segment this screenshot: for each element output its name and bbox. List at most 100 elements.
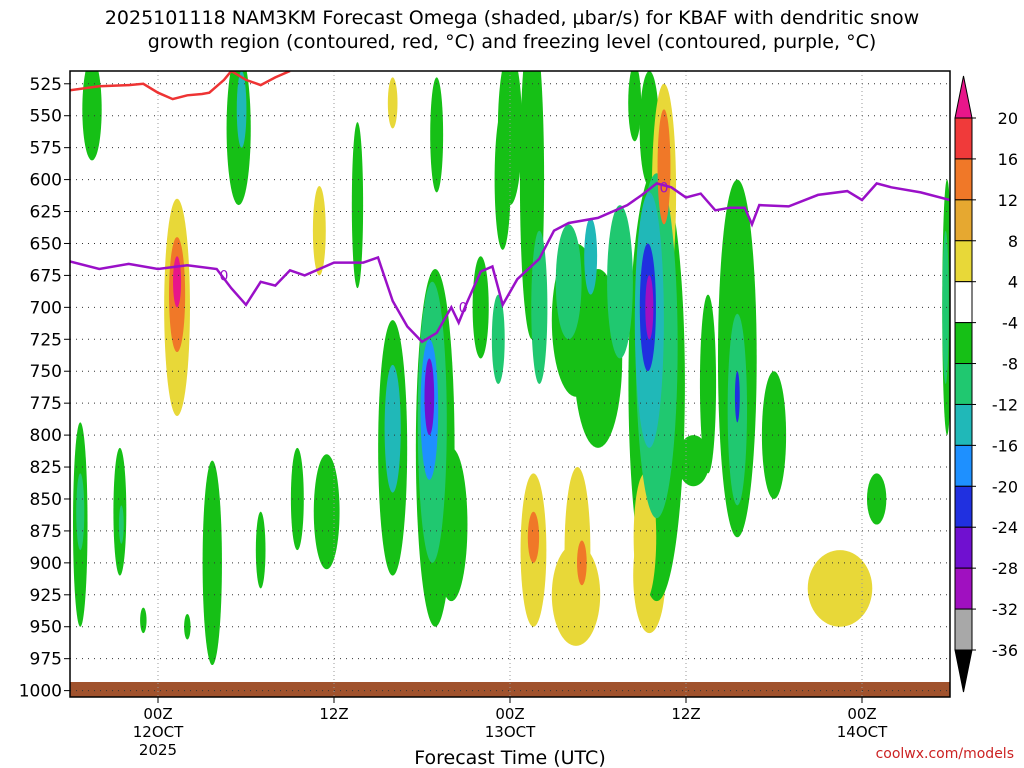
x-axis-label: Forecast Time (UTC) — [414, 747, 605, 768]
chart-title-line-1: 2025101118 NAM3KM Forecast Omega (shaded… — [104, 7, 920, 29]
y-tick-label: 925 — [30, 586, 62, 606]
x-tick-label: 12Z — [319, 705, 348, 723]
x-tick-label: 13OCT — [485, 723, 536, 741]
y-tick-label: 575 — [30, 139, 62, 159]
y-tick-label: 1000 — [19, 682, 62, 702]
colorbar-label: 20 — [998, 109, 1018, 128]
colorbar-label: -4 — [1002, 314, 1018, 333]
omega-cell — [424, 358, 435, 436]
omega-cell — [184, 613, 191, 640]
chart-title-line-2: growth region (contoured, red, °C) and f… — [147, 31, 877, 53]
colorbar-segment — [954, 608, 973, 651]
omega-cell — [657, 109, 671, 225]
x-tick-label: 00Z — [495, 705, 524, 723]
colorbar-label: 4 — [1008, 273, 1018, 292]
colorbar-segment — [954, 363, 973, 405]
freezing-level-label: 0 — [459, 300, 468, 316]
omega-cell — [577, 540, 587, 586]
colorbar-label: 8 — [1008, 232, 1018, 251]
y-tick-label: 525 — [30, 75, 62, 95]
y-tick-label: 725 — [30, 330, 62, 350]
y-tick-label: 700 — [30, 298, 62, 318]
omega-cell — [497, 71, 523, 206]
y-tick-label: 850 — [30, 490, 62, 510]
x-tick-label: 2025 — [139, 741, 177, 759]
y-axis: 525 550 575 600 625 650 675 700 725 750 775 800 825 8… — [19, 75, 70, 702]
omega-colorbar: 20 16 12 8 4 -4 -8 -12 -16 -20 -24 -28 -32 -36 — [954, 75, 1018, 693]
y-tick-label: 775 — [30, 394, 62, 414]
omega-cell — [236, 71, 247, 148]
y-tick-label: 900 — [30, 554, 62, 574]
omega-cell — [312, 185, 326, 276]
omega-cell — [82, 71, 102, 161]
omega-cell — [255, 511, 266, 589]
omega-cell — [761, 371, 787, 499]
omega-cell — [866, 473, 887, 525]
colorbar-segment — [954, 444, 973, 487]
colorbar-label: -8 — [1002, 355, 1018, 374]
omega-cell — [555, 224, 582, 340]
omega-cell — [607, 205, 633, 359]
y-tick-label: 550 — [30, 107, 62, 127]
colorbar-top-arrow — [954, 75, 973, 119]
x-tick-label: 14OCT — [837, 723, 888, 741]
x-tick-label: 00Z — [143, 705, 172, 723]
omega-cell — [734, 371, 740, 423]
omega-cell — [430, 77, 444, 193]
colorbar-label: 16 — [998, 150, 1018, 169]
colorbar-segment — [954, 199, 973, 242]
omega-cell — [387, 77, 398, 129]
colorbar-label: -28 — [992, 559, 1018, 578]
omega-cell — [351, 122, 364, 289]
y-tick-label: 875 — [30, 522, 62, 542]
freezing-level-label: 0 — [220, 268, 229, 284]
colorbar-segment — [954, 567, 973, 610]
omega-cell — [807, 550, 873, 627]
colorbar-label: -16 — [992, 436, 1018, 455]
omega-cell — [173, 256, 182, 308]
x-tick-label: 12OCT — [133, 723, 184, 741]
grid-layer — [70, 71, 950, 697]
y-tick-label: 600 — [30, 171, 62, 191]
colorbar-label: -32 — [992, 600, 1018, 619]
omega-cell — [384, 364, 401, 493]
y-tick-label: 675 — [30, 266, 62, 286]
omega-cell — [584, 217, 598, 295]
colorbar-label: -24 — [992, 518, 1018, 537]
omega-cell — [564, 467, 591, 634]
terrain-ground — [70, 682, 950, 697]
colorbar-label: -12 — [992, 395, 1018, 414]
colorbar-segment — [954, 526, 973, 569]
omega-cell — [202, 460, 222, 666]
colorbar-label: 12 — [998, 191, 1018, 210]
omega-cell — [313, 454, 340, 570]
omega-cell — [527, 511, 540, 563]
y-tick-label: 625 — [30, 203, 62, 223]
omega-cell — [531, 230, 548, 384]
omega-cell — [942, 230, 949, 384]
colorbar-segment — [954, 485, 973, 528]
omega-cell — [290, 447, 304, 551]
y-tick-label: 750 — [30, 362, 62, 382]
colorbar-segment — [954, 117, 973, 160]
omega-cell — [491, 294, 505, 384]
dgz-contour-line — [70, 71, 291, 101]
colorbar-label: -20 — [992, 477, 1018, 496]
y-tick-label: 650 — [30, 234, 62, 254]
colorbar-segment — [954, 322, 973, 365]
omega-cell — [645, 275, 654, 340]
x-tick-label: 00Z — [847, 705, 876, 723]
colorbar-segment — [954, 281, 973, 324]
contour-layer: 0 0 0 — [70, 71, 950, 344]
omega-cell — [628, 71, 642, 142]
freezing-level-line — [70, 181, 950, 344]
y-tick-label: 950 — [30, 618, 62, 638]
colorbar-segment — [954, 240, 973, 283]
y-tick-label: 975 — [30, 650, 62, 670]
x-tick-label: 12Z — [671, 705, 700, 723]
colorbar-segment — [954, 403, 973, 446]
colorbar-segment — [954, 158, 973, 201]
omega-cell — [76, 473, 85, 551]
